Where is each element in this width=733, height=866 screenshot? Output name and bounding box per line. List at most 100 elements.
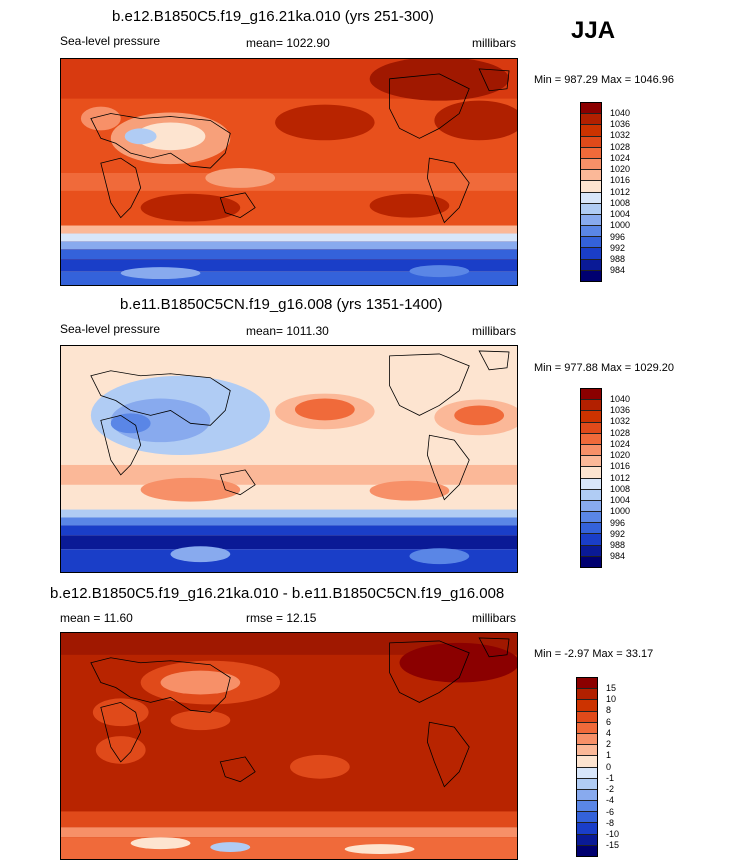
panel2-mean-label: mean= 1011.30 [246,324,329,338]
colorbar-swatch [581,125,601,137]
colorbar-swatch [577,778,597,790]
colorbar-swatch [581,411,601,423]
colorbar-swatch [581,500,601,513]
colorbar-label: 984 [610,551,626,561]
panel1-title: b.e12.B1850C5.f19_g16.21ka.010 (yrs 251-… [112,8,434,25]
panel2-map [60,345,518,573]
colorbar-label: -6 [606,807,615,817]
colorbar-swatch [581,534,601,546]
colorbar-label: 1 [606,750,612,760]
colorbar-swatch [581,433,601,445]
colorbar-swatch [577,733,597,746]
colorbar-swatch [577,767,597,779]
colorbar-label: 1016 [610,461,631,471]
panel2-title: b.e11.B1850C5CN.f19_g16.008 (yrs 1351-14… [120,296,443,313]
colorbar-label: 1036 [610,405,631,415]
colorbar-label: -8 [606,818,615,828]
panel2-colorbar [580,388,602,568]
colorbar-swatch [581,456,601,468]
colorbar-label: 1000 [610,220,631,230]
colorbar-swatch [581,181,601,193]
colorbar-label: 992 [610,529,626,539]
panel3-mean-label: mean = 11.60 [60,611,133,625]
colorbar-label: 984 [610,265,626,275]
colorbar-swatch [577,801,597,813]
colorbar-swatch [581,489,601,501]
colorbar-swatch [577,756,597,768]
colorbar-swatch [581,556,601,567]
colorbar-swatch [577,789,597,802]
colorbar-swatch [577,700,597,712]
colorbar-swatch [581,389,601,401]
panel3-rmse-label: rmse = 12.15 [246,611,317,625]
panel1-colorbar [580,102,602,282]
panel1-units-label: millibars [472,36,517,50]
colorbar-swatch [577,689,597,701]
panel1-map [60,58,518,286]
panel3-units-label: millibars [472,611,517,625]
panel1-minmax: Min = 987.29 Max = 1046.96 [534,74,675,86]
colorbar-label: 6 [606,717,612,727]
colorbar-swatch [581,467,601,479]
colorbar-swatch [577,745,597,757]
colorbar-swatch [581,147,601,159]
colorbar-swatch [581,400,601,412]
colorbar-swatch [577,812,597,824]
panel3-title: b.e12.B1850C5.f19_g16.21ka.010 - b.e11.B… [50,585,505,602]
colorbar-swatch [581,214,601,227]
colorbar-swatch [581,270,601,281]
colorbar-label: 988 [610,540,626,550]
panel3-map [60,632,518,860]
colorbar-swatch [581,203,601,215]
panel2-units-label: millibars [472,324,517,338]
colorbar-label: 1028 [610,142,631,152]
colorbar-label: 1028 [610,428,631,438]
colorbar-swatch [581,523,601,535]
colorbar-swatch [581,248,601,260]
colorbar-swatch [581,136,601,148]
colorbar-swatch [581,259,601,271]
colorbar-label: 1004 [610,495,631,505]
colorbar-swatch [577,678,597,690]
panel1-variable-label: Sea-level pressure [60,34,161,48]
panel3-minmax: Min = -2.97 Max = 33.17 [534,648,654,660]
colorbar-label: 2 [606,739,612,749]
colorbar-swatch [577,722,597,734]
colorbar-label: 1040 [610,394,631,404]
colorbar-label: 1000 [610,506,631,516]
colorbar-label: 996 [610,518,626,528]
colorbar-swatch [581,512,601,524]
colorbar-label: 1012 [610,473,631,483]
colorbar-label: 992 [610,243,626,253]
colorbar-swatch [577,823,597,835]
colorbar-swatch [581,237,601,249]
colorbar-label: 1016 [610,175,631,185]
colorbar-label: 1032 [610,416,631,426]
colorbar-swatch [581,444,601,457]
colorbar-label: 1024 [610,439,631,449]
colorbar-label: 1032 [610,130,631,140]
colorbar-swatch [577,711,597,723]
colorbar-label: 1020 [610,164,631,174]
colorbar-label: 1008 [610,198,631,208]
panel2-variable-label: Sea-level pressure [60,322,161,336]
colorbar-swatch [581,170,601,182]
colorbar-swatch [577,834,597,846]
colorbar-label: 15 [606,683,617,693]
colorbar-label: -10 [606,829,620,839]
colorbar-label: 4 [606,728,612,738]
colorbar-label: 988 [610,254,626,264]
colorbar-label: -15 [606,840,620,850]
colorbar-label: 1008 [610,484,631,494]
colorbar-swatch [581,158,601,171]
colorbar-label: -1 [606,773,615,783]
panel3-colorbar [576,677,598,857]
colorbar-label: 1040 [610,108,631,118]
colorbar-swatch [581,545,601,557]
colorbar-swatch [581,478,601,490]
season-label: JJA [571,17,616,44]
colorbar-label: 1012 [610,187,631,197]
colorbar-swatch [581,103,601,115]
colorbar-label: -2 [606,784,615,794]
colorbar-label: 8 [606,705,612,715]
